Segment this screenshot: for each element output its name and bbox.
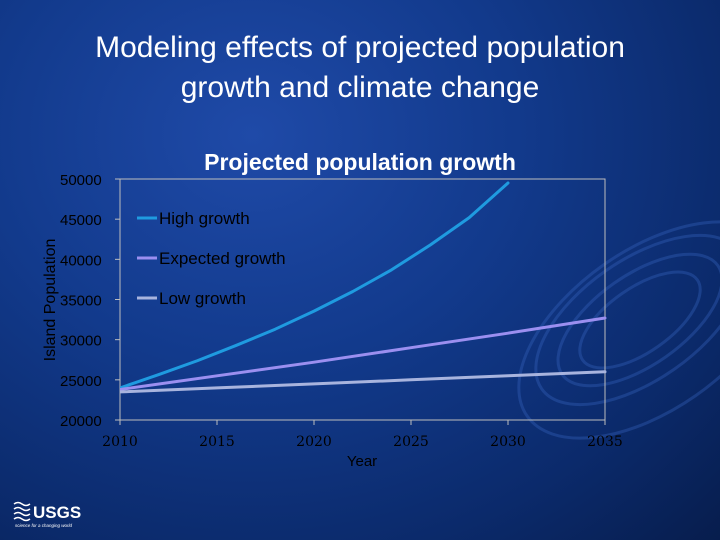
series-lines xyxy=(120,181,607,394)
x-tick-label: 2035 xyxy=(587,434,623,450)
chart-title: Projected population growth xyxy=(204,149,516,175)
series-line-high-growth xyxy=(120,181,510,390)
y-axis-label: Island Population xyxy=(42,239,59,362)
slide-title: Modeling effects of projected population… xyxy=(0,28,720,108)
svg-text:USGS: USGS xyxy=(33,503,81,522)
x-tick-label: 2020 xyxy=(296,434,332,450)
x-axis-ticks: 2010 2015 2020 2025 2030 2035 xyxy=(102,420,623,450)
svg-text:science for a changing world: science for a changing world xyxy=(15,523,73,528)
slide-title-line-1: Modeling effects of projected population xyxy=(95,31,625,64)
slide-title-line-2: growth and climate change xyxy=(180,71,540,104)
x-axis-label: Year xyxy=(347,453,377,470)
legend-label: High growth xyxy=(159,209,250,228)
y-tick-label: 45000 xyxy=(60,212,102,229)
legend-label: Expected growth xyxy=(159,249,286,268)
y-tick-label: 20000 xyxy=(60,413,102,430)
y-tick-label: 50000 xyxy=(60,172,102,189)
x-tick-label: 2015 xyxy=(199,434,235,450)
y-tick-label: 30000 xyxy=(60,333,102,350)
x-tick-label: 2025 xyxy=(393,434,429,450)
y-tick-label: 25000 xyxy=(60,373,102,390)
x-tick-label: 2010 xyxy=(102,434,138,450)
legend-label: Low growth xyxy=(159,289,246,308)
series-line-expected-growth xyxy=(120,316,607,391)
y-tick-label: 40000 xyxy=(60,252,102,269)
series-line-low-growth xyxy=(120,370,607,394)
y-tick-label: 35000 xyxy=(60,293,102,310)
y-axis-ticks: 50000 45000 40000 35000 30000 25000 20000 xyxy=(60,172,120,430)
x-tick-label: 2030 xyxy=(490,434,526,450)
usgs-logo: USGS science for a changing world xyxy=(13,501,81,528)
legend: High growth Expected growth Low growth xyxy=(137,209,286,308)
